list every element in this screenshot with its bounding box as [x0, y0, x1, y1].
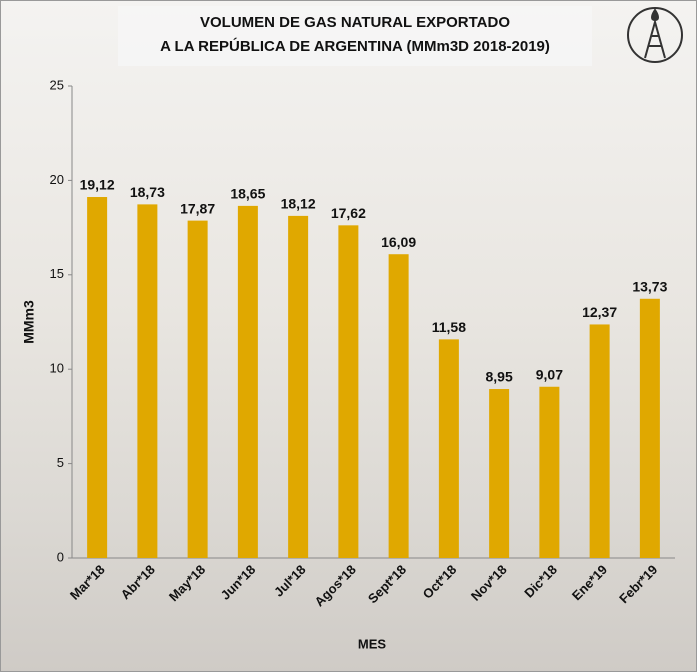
- value-label: 18,65: [230, 186, 265, 202]
- value-label: 16,09: [381, 234, 416, 250]
- bar: [489, 389, 509, 558]
- bar: [338, 225, 358, 558]
- value-label: 17,87: [180, 200, 215, 216]
- value-label: 19,12: [80, 177, 115, 193]
- bar: [238, 206, 258, 558]
- y-tick-label: 10: [50, 361, 64, 376]
- value-label: 18,12: [281, 196, 316, 212]
- bar: [137, 204, 157, 558]
- value-label: 8,95: [486, 369, 513, 385]
- bar: [640, 299, 660, 558]
- value-label: 11,58: [432, 319, 466, 335]
- y-tick-label: 20: [50, 172, 64, 187]
- chart-title: A LA REPÚBLICA DE ARGENTINA (MMm3D 2018-…: [160, 37, 550, 55]
- value-label: 9,07: [536, 366, 563, 382]
- bar: [389, 254, 409, 558]
- value-label: 13,73: [632, 278, 667, 294]
- y-tick-label: 25: [50, 77, 64, 92]
- chart: VOLUMEN DE GAS NATURAL EXPORTADO A LA RE…: [0, 0, 697, 672]
- value-label: 17,62: [331, 205, 366, 221]
- x-axis-title: MES: [358, 636, 387, 651]
- y-tick-label: 5: [57, 455, 64, 470]
- value-label: 18,73: [130, 184, 165, 200]
- bar: [439, 339, 459, 558]
- y-tick-label: 0: [57, 549, 64, 564]
- y-axis-title: MMm3: [21, 300, 37, 344]
- bar: [288, 216, 308, 558]
- bar: [590, 324, 610, 558]
- bar: [539, 387, 559, 558]
- value-label: 12,37: [582, 304, 617, 320]
- y-tick-label: 15: [50, 266, 64, 281]
- bar: [87, 197, 107, 558]
- bar: [188, 221, 208, 558]
- chart-title: VOLUMEN DE GAS NATURAL EXPORTADO: [200, 14, 510, 31]
